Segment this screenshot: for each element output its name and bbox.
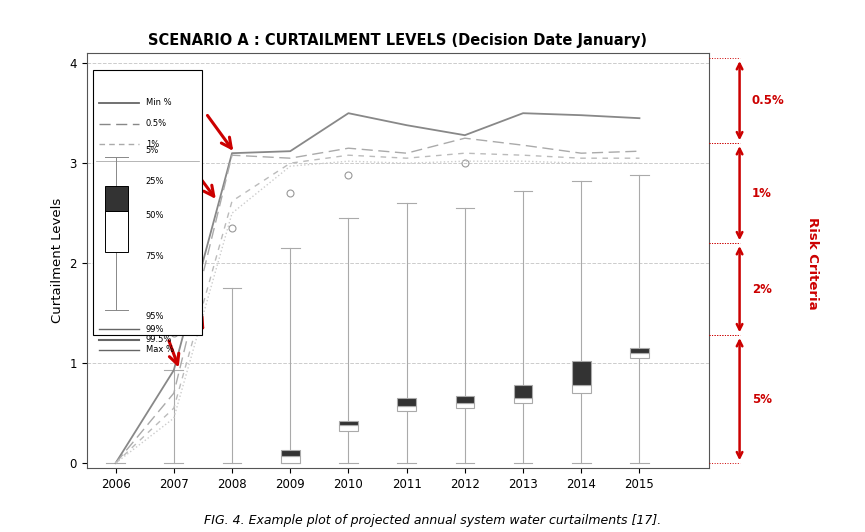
- Bar: [630, 353, 649, 358]
- Bar: [572, 361, 591, 385]
- Text: 99.5%: 99.5%: [145, 335, 172, 344]
- Bar: [456, 403, 474, 408]
- Bar: [339, 421, 358, 425]
- Bar: [93, 70, 202, 335]
- Text: 0.5%: 0.5%: [752, 94, 785, 107]
- Bar: [397, 406, 416, 411]
- Text: Max %: Max %: [145, 345, 174, 354]
- Text: 2%: 2%: [752, 282, 772, 296]
- Text: 5%: 5%: [145, 146, 159, 155]
- Text: 50%: 50%: [145, 211, 164, 220]
- Bar: [572, 385, 591, 393]
- Text: 1%: 1%: [752, 187, 772, 200]
- Text: Min %: Min %: [145, 98, 171, 107]
- Text: 25%: 25%: [145, 177, 164, 186]
- Bar: [281, 456, 299, 463]
- Bar: [339, 425, 358, 431]
- Bar: [456, 396, 474, 403]
- Text: 95%: 95%: [145, 312, 164, 321]
- Text: 75%: 75%: [145, 252, 164, 261]
- Text: 99%: 99%: [145, 325, 164, 334]
- Bar: [281, 450, 299, 456]
- Text: FIG. 4. Example plot of projected annual system water curtailments [17].: FIG. 4. Example plot of projected annual…: [204, 514, 661, 527]
- Bar: [106, 186, 128, 211]
- Title: SCENARIO A : CURTAILMENT LEVELS (Decision Date January): SCENARIO A : CURTAILMENT LEVELS (Decisio…: [149, 33, 647, 48]
- Bar: [514, 398, 532, 403]
- Y-axis label: Curtailment Levels: Curtailment Levels: [51, 198, 64, 323]
- Text: 5%: 5%: [752, 393, 772, 406]
- Bar: [630, 348, 649, 353]
- Text: 0.5%: 0.5%: [145, 119, 167, 128]
- Text: 1%: 1%: [145, 140, 159, 149]
- Bar: [106, 211, 128, 252]
- Bar: [514, 385, 532, 398]
- Text: Risk Criteria: Risk Criteria: [805, 217, 819, 310]
- Bar: [397, 398, 416, 406]
